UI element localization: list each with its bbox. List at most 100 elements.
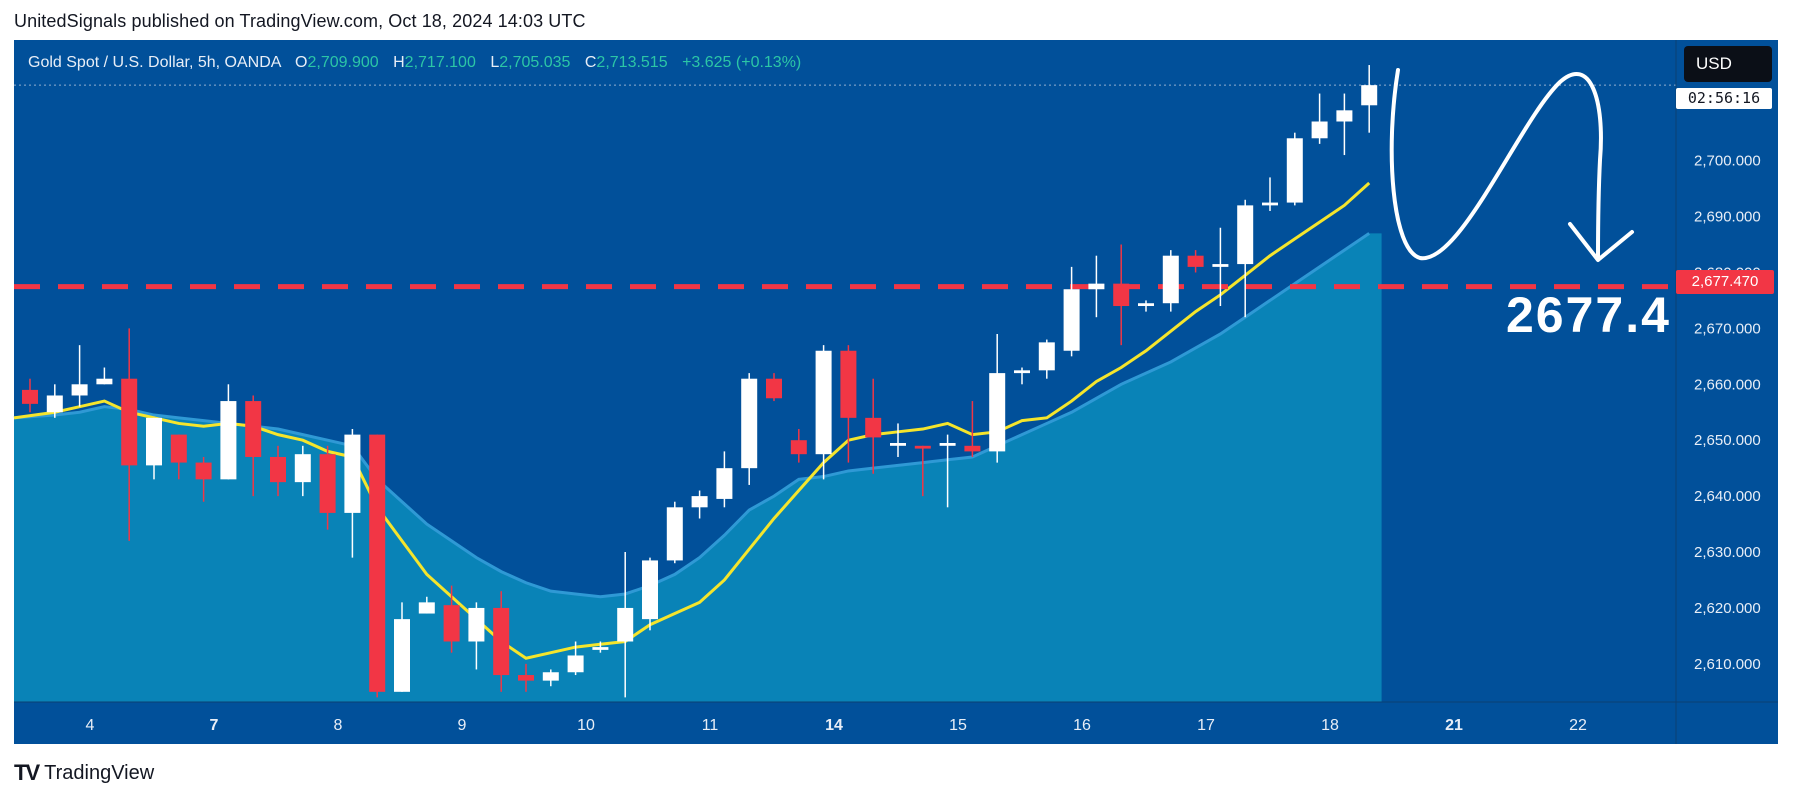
candle <box>344 429 361 558</box>
candle <box>790 429 807 463</box>
candle-body <box>666 507 683 561</box>
candle <box>96 367 113 385</box>
candle <box>840 345 857 463</box>
x-tick-label: 10 <box>577 717 595 734</box>
candle <box>766 373 782 402</box>
candle <box>1286 132 1303 206</box>
candle-body <box>518 675 534 681</box>
candle-body <box>1262 202 1278 206</box>
ohlc-legend: Gold Spot / U.S. Dollar, 5h, OANDA O2,70… <box>28 54 801 72</box>
candle-body <box>195 462 212 480</box>
candle-body <box>1063 289 1080 351</box>
candle-body <box>46 395 63 413</box>
candle-body <box>1286 138 1303 203</box>
candle <box>518 663 534 692</box>
low-value: 2,705.035 <box>499 54 571 71</box>
candle-body <box>1361 85 1378 106</box>
candle <box>939 434 956 508</box>
axis-layer: 2,610.000 2,620.000 2,630.000 2,640.000 2,65… <box>14 40 1778 744</box>
candle-body <box>468 607 485 642</box>
ema-area-fill <box>14 233 1382 702</box>
candle <box>914 445 931 497</box>
candle <box>1014 367 1030 385</box>
candle-body <box>1088 283 1105 290</box>
candle-body <box>567 655 584 673</box>
candle-body <box>1187 255 1204 267</box>
y-tick-label: 2,630.000 <box>1694 544 1761 561</box>
candle <box>1038 339 1055 379</box>
candle-body <box>914 445 931 449</box>
candle-body <box>1014 370 1030 374</box>
tradingview-logo-icon: TV <box>14 760 40 785</box>
candle-body <box>939 443 956 446</box>
candle-body <box>146 417 162 466</box>
y-tick-label: 2,640.000 <box>1694 488 1761 505</box>
candle <box>741 373 758 485</box>
candle <box>170 434 187 480</box>
candle <box>1187 250 1204 273</box>
candle-body <box>22 389 38 404</box>
y-tick-label: 2,650.000 <box>1694 432 1761 449</box>
area-layer <box>14 233 1382 702</box>
candle <box>245 395 262 497</box>
candle <box>542 669 559 687</box>
candle <box>1311 93 1328 144</box>
target-annotation: 2677.4 <box>1506 287 1671 343</box>
brand-name: TradingView <box>44 761 155 784</box>
y-tick-label: 2,700.000 <box>1694 153 1761 170</box>
candle <box>989 333 1006 463</box>
candle-body <box>691 496 708 508</box>
x-tick-label: 21 <box>1445 717 1463 734</box>
candle-body <box>989 373 1006 452</box>
close-label: C <box>584 54 597 71</box>
candle-body <box>1237 205 1254 265</box>
candle <box>468 602 485 670</box>
candle <box>592 641 609 653</box>
candle <box>46 384 63 418</box>
candle <box>567 641 584 676</box>
x-tick-label: 14 <box>825 717 843 734</box>
candle <box>1138 300 1154 312</box>
change-value: +3.625 (+0.13%) <box>682 54 802 71</box>
candle <box>1262 177 1278 211</box>
candle-body <box>220 401 237 480</box>
candle <box>1162 250 1179 312</box>
candle-body <box>741 378 758 469</box>
candle-body <box>493 607 510 676</box>
close-value: 2,713.515 <box>596 54 668 71</box>
candle <box>642 557 658 631</box>
candle <box>617 552 634 698</box>
candle-body <box>716 468 733 499</box>
x-tick-label: 9 <box>458 717 467 734</box>
candle-body <box>617 607 634 642</box>
candle <box>666 501 683 564</box>
symbol-title[interactable]: Gold Spot / U.S. Dollar, 5h, OANDA <box>28 54 281 71</box>
candle <box>815 345 832 480</box>
candle-body <box>245 401 262 457</box>
candle <box>865 378 882 474</box>
candle-body <box>294 454 311 483</box>
candle <box>270 445 286 497</box>
candle-body <box>344 434 361 513</box>
x-tick-label: 8 <box>334 717 343 734</box>
candle-body <box>890 443 906 446</box>
bar-countdown: 02:56:16 <box>1676 88 1772 109</box>
x-tick-label: 7 <box>210 717 219 734</box>
candle <box>71 345 88 407</box>
footer-brand[interactable]: TV TradingView <box>14 760 154 786</box>
candle-layer <box>22 65 1378 698</box>
x-tick-label: 4 <box>86 717 95 734</box>
candle-body <box>1138 303 1154 307</box>
candle-body <box>815 350 832 455</box>
currency-button[interactable]: USD <box>1684 46 1772 82</box>
x-tick-label: 22 <box>1569 717 1587 734</box>
x-tick-label: 16 <box>1073 717 1091 734</box>
candle-body <box>121 378 138 466</box>
candle-body <box>71 384 88 396</box>
candle-body <box>865 417 882 438</box>
candle-body <box>642 560 658 620</box>
candle <box>691 490 708 519</box>
candle-body <box>1212 264 1229 267</box>
open-value: 2,709.900 <box>307 54 379 71</box>
